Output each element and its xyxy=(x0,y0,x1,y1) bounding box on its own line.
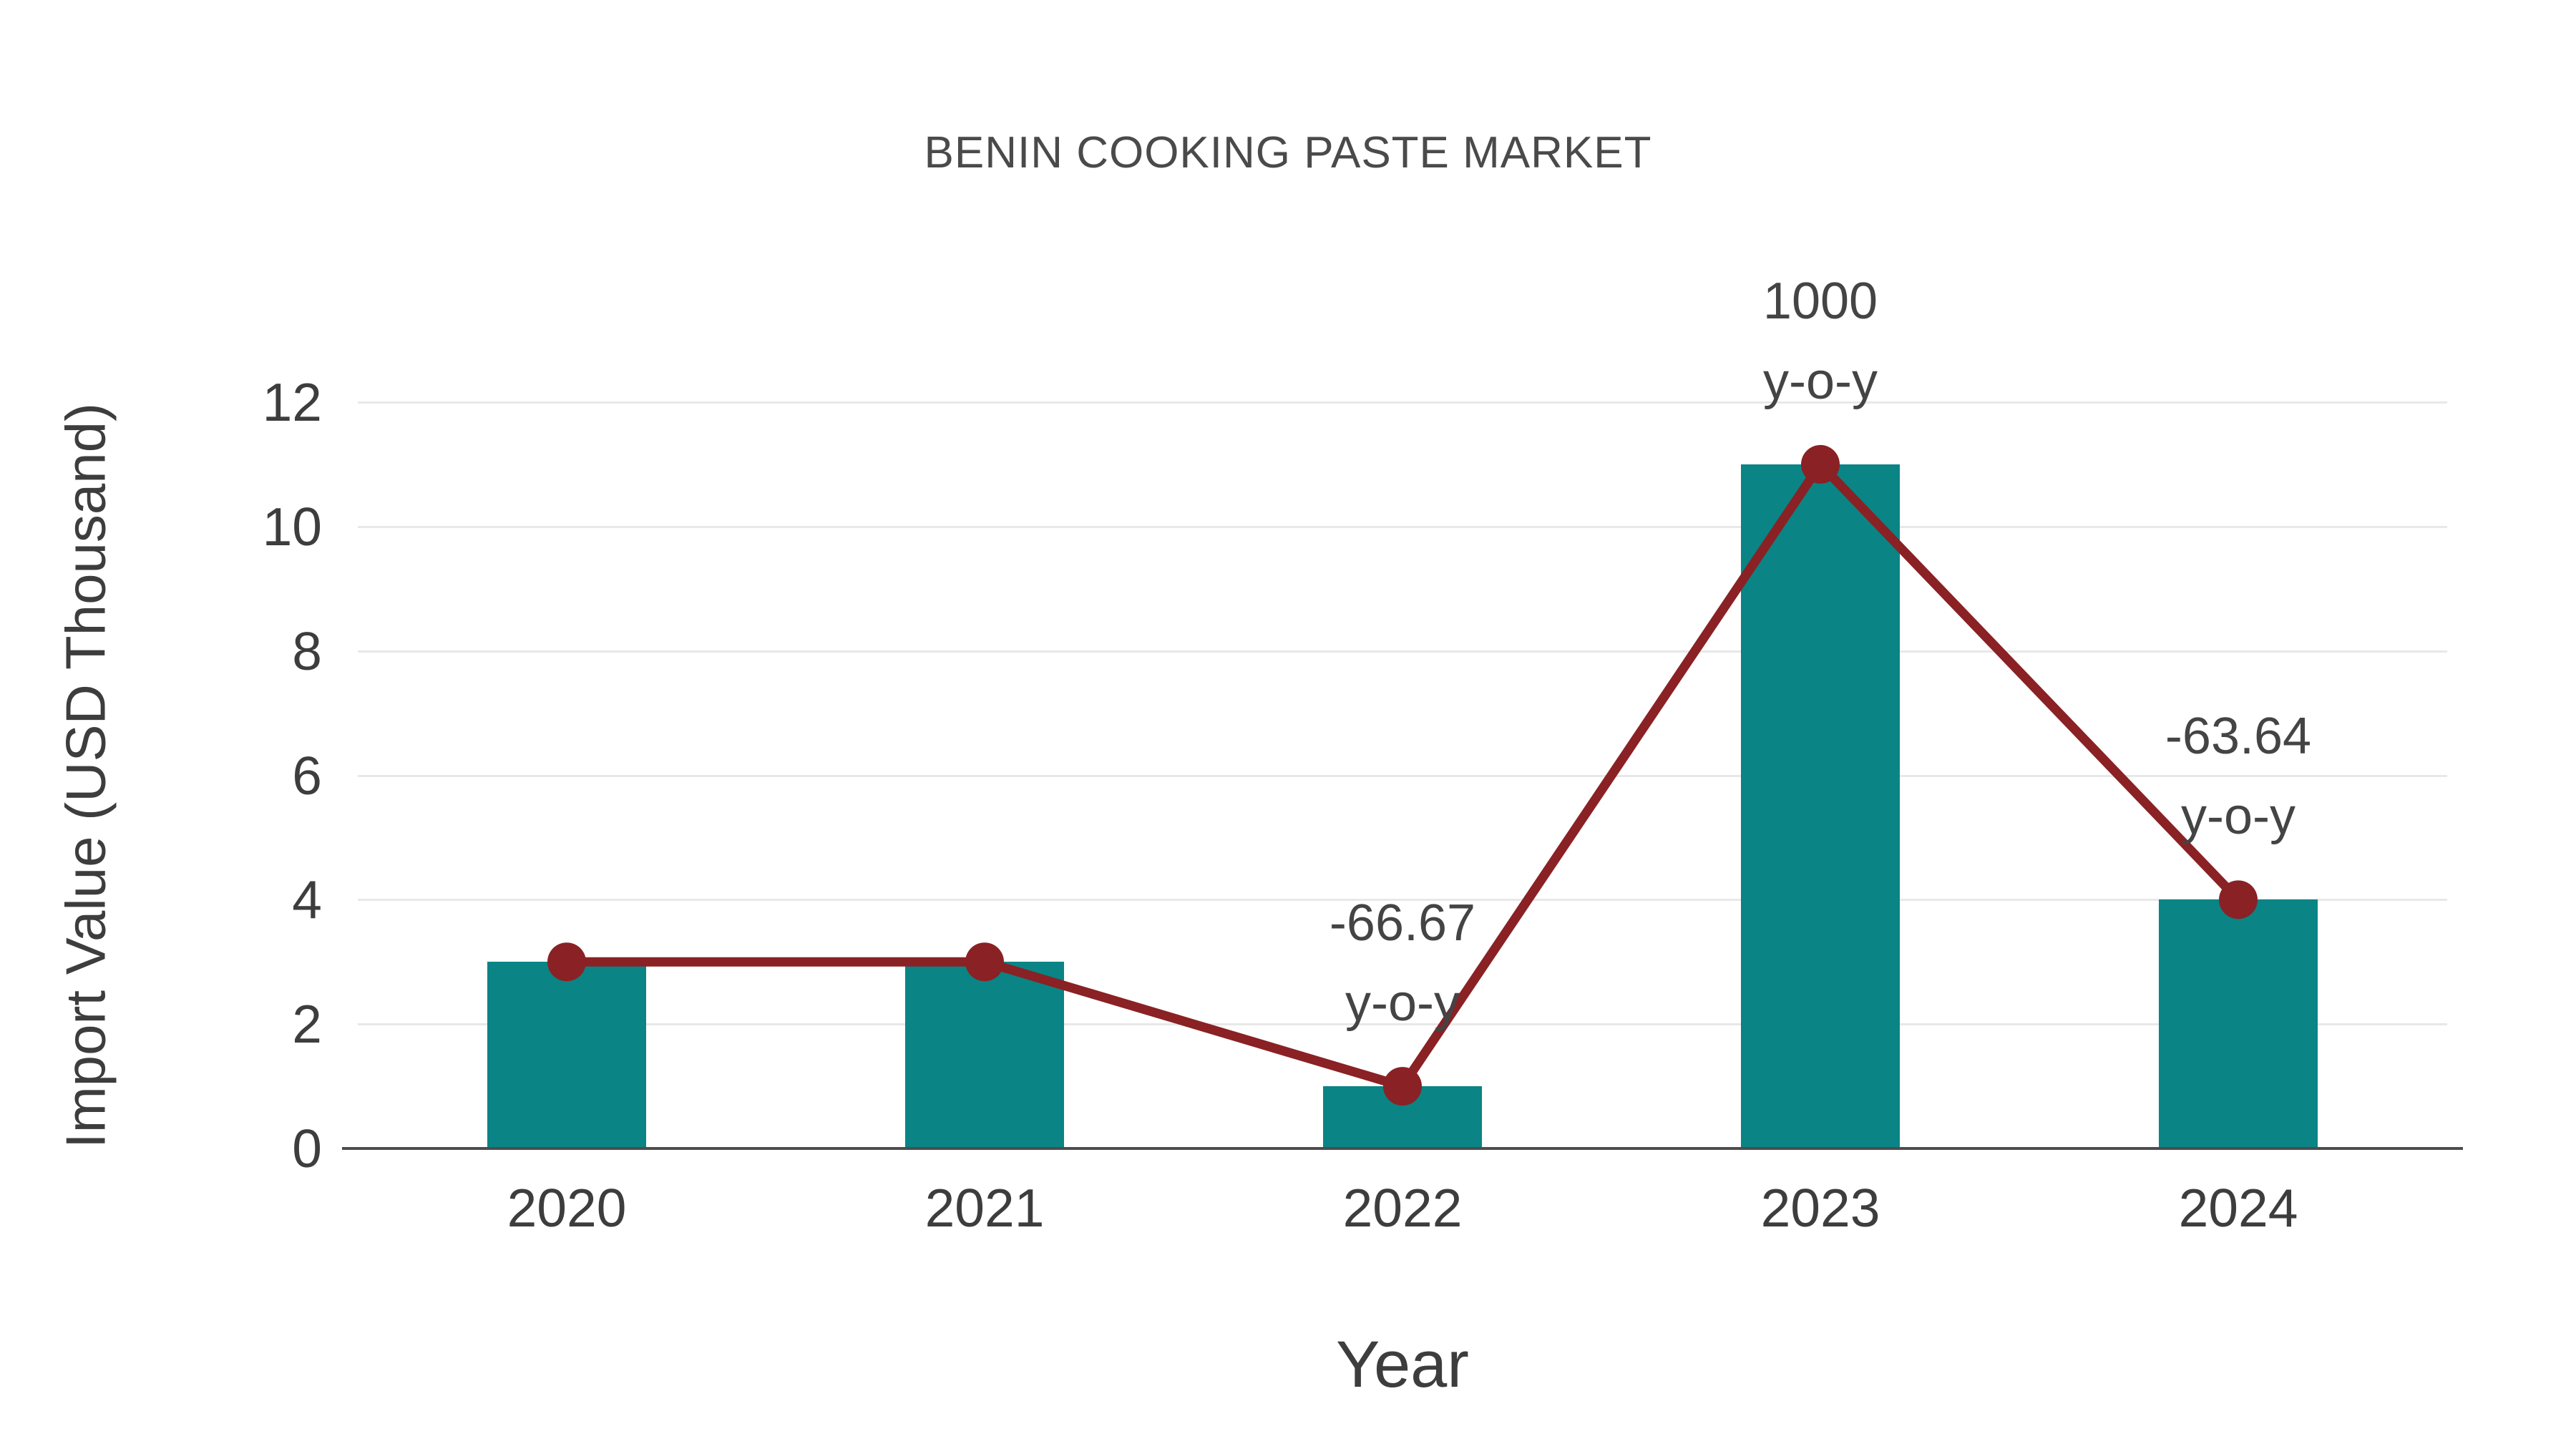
bar-2024 xyxy=(2159,899,2318,1148)
marker-2021 xyxy=(965,942,1004,982)
gridline-6 xyxy=(358,774,2447,777)
x-axis-title: Year xyxy=(1336,1328,1469,1401)
y-tick-label-8: 8 xyxy=(292,620,322,681)
gridline-8 xyxy=(358,650,2447,653)
chart-title: BENIN COOKING PASTE MARKET xyxy=(924,128,1652,177)
y-axis-title: Import Value (USD Thousand) xyxy=(54,403,117,1148)
y-tick-label-0: 0 xyxy=(292,1118,322,1179)
y-tick-label-4: 4 xyxy=(292,869,322,930)
x-tick-label-2024: 2024 xyxy=(2178,1178,2298,1238)
annotation-2024-line2: y-o-y xyxy=(2181,788,2296,846)
gridline-2 xyxy=(358,1023,2447,1026)
bar-2021 xyxy=(905,962,1064,1148)
x-tick-label-2021: 2021 xyxy=(924,1178,1045,1238)
gridline-12 xyxy=(358,401,2447,404)
marker-2024 xyxy=(2219,880,2258,919)
bar-2023 xyxy=(1741,464,1900,1148)
y-tick-label-10: 10 xyxy=(262,496,322,557)
annotation-2022-line2: y-o-y xyxy=(1345,975,1460,1033)
marker-2022 xyxy=(1383,1067,1422,1106)
plot-area: -66.67 y-o-y 1000 y-o-y -63.64 y-o-y xyxy=(342,273,2463,1150)
annotation-2023-line2: y-o-y xyxy=(1762,352,1878,410)
annotation-2022-line1: -66.67 xyxy=(1329,894,1476,952)
annotation-2023-line1: 1000 xyxy=(1762,272,1878,330)
x-tick-label-2023: 2023 xyxy=(1760,1178,1880,1238)
x-tick-label-2020: 2020 xyxy=(507,1178,627,1238)
bar-2020 xyxy=(487,962,646,1148)
marker-2023 xyxy=(1801,444,1840,484)
annotation-2024: -63.64 y-o-y xyxy=(2165,696,2311,857)
annotation-2023: 1000 y-o-y xyxy=(1763,261,1878,421)
gridline-10 xyxy=(358,525,2447,528)
gridline-4 xyxy=(358,899,2447,902)
y-tick-label-6: 6 xyxy=(292,745,322,806)
line-series xyxy=(547,444,2258,1106)
annotation-2024-line1: -63.64 xyxy=(2165,708,2312,766)
x-axis-line xyxy=(342,1147,2463,1150)
annotation-2022: -66.67 y-o-y xyxy=(1330,883,1475,1043)
y-tick-label-2: 2 xyxy=(292,994,322,1055)
x-tick-label-2022: 2022 xyxy=(1342,1178,1463,1238)
marker-2020 xyxy=(547,942,586,982)
y-tick-label-12: 12 xyxy=(262,372,322,432)
